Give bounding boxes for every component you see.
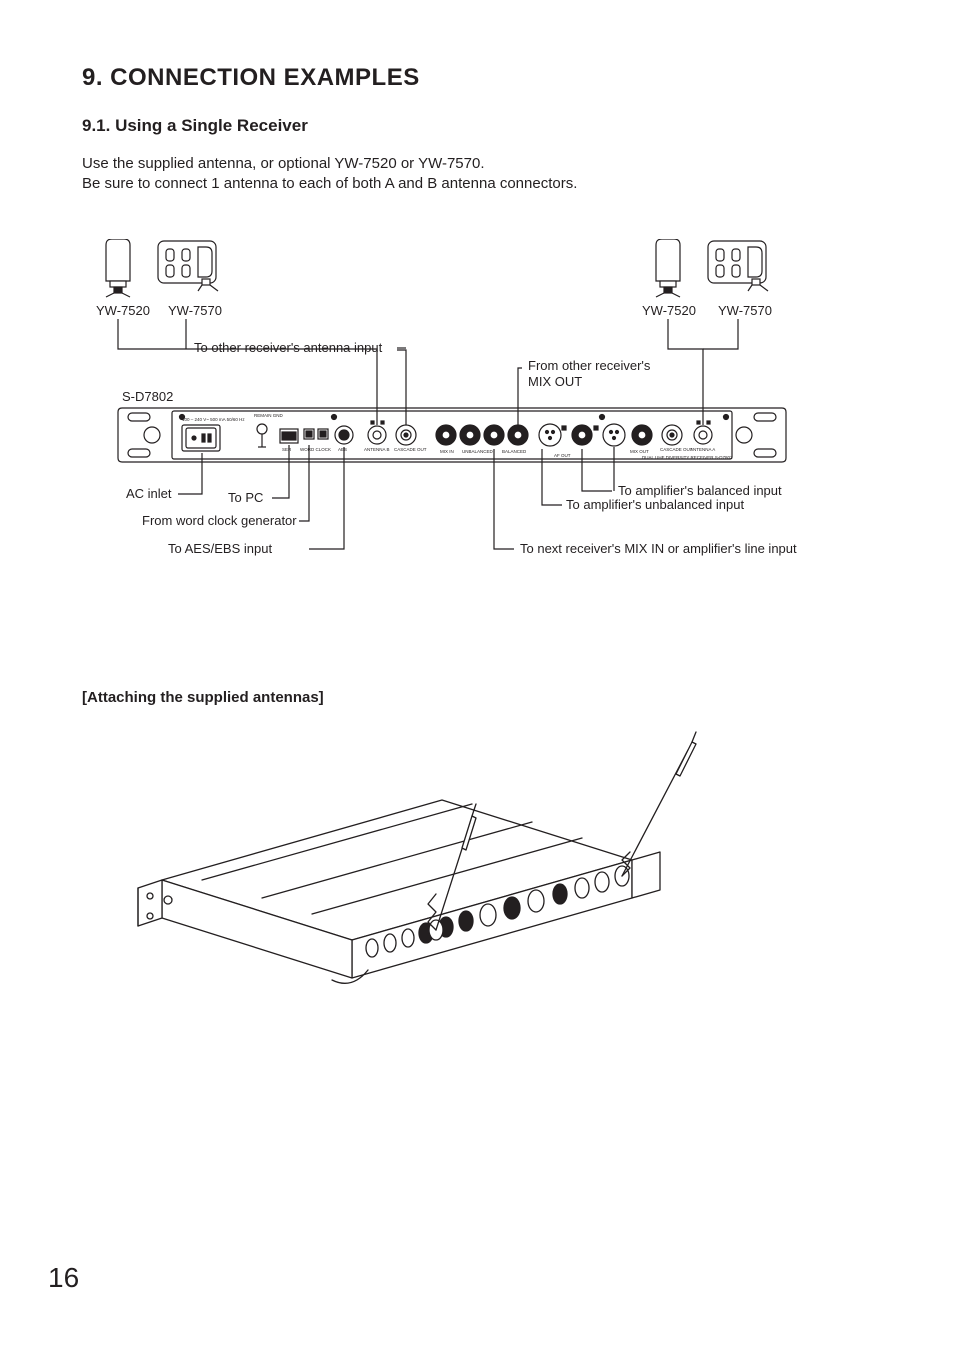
callout-to-pc: To PC	[228, 490, 263, 505]
intro-line-2: Be sure to connect 1 antenna to each of …	[82, 175, 577, 192]
callout-wordclock: From word clock generator	[142, 513, 297, 528]
callout-aes: To AES/EBS input	[168, 541, 272, 556]
callout-ac-inlet: AC inlet	[126, 486, 172, 501]
tiny-casb: CASCADE OUT	[394, 447, 427, 452]
page-number: 16	[48, 1262, 79, 1294]
attach-heading: [Attaching the supplied antennas]	[82, 689, 872, 706]
antenna-yw7570-right-icon	[708, 241, 768, 291]
tiny-mixin: MIX IN	[440, 449, 454, 454]
tiny-gnd: REMAIN GND	[254, 413, 284, 418]
tiny-mixout: MIX OUT	[630, 449, 649, 454]
antenna-yw7520-left-icon	[106, 239, 130, 297]
antenna-yw7520-right-icon	[656, 239, 680, 297]
page: 9. CONNECTION EXAMPLES 9.1. Using a Sing…	[0, 0, 954, 1350]
tiny-wc: WORD CLOCK	[300, 447, 331, 452]
callout-balanced: To amplifier's balanced input	[618, 483, 782, 498]
connection-diagram: YW-7520 YW-7570 YW-7520 YW-7570 To other…	[82, 239, 872, 579]
callout-mixin: To next receiver's MIX IN or amplifier's…	[520, 541, 797, 556]
subsection-heading: 9.1. Using a Single Receiver	[82, 116, 872, 136]
label-yw7570-right: YW-7570	[718, 303, 772, 318]
callout-from-mixout-l2: MIX OUT	[528, 374, 582, 389]
tiny-casa: CASCADE OUT	[660, 447, 693, 452]
callout-from-mixout-l1: From other receiver's	[528, 358, 651, 373]
label-yw7570-left: YW-7570	[168, 303, 222, 318]
label-device: S-D7802	[122, 389, 173, 404]
intro-line-1: Use the supplied antenna, or optional YW…	[82, 155, 485, 172]
intro-text: Use the supplied antenna, or optional YW…	[82, 154, 872, 195]
receiver-isometric-icon	[92, 730, 732, 990]
tiny-model: DUAL UHF DIVERSITY RECEIVER S-D7802	[642, 455, 733, 460]
tiny-anta: ANTENNA A	[690, 447, 715, 452]
tiny-power: 100 – 240 V~ 500 mA 50/60 Hz	[182, 417, 245, 422]
connection-diagram-svg: YW-7520 YW-7570 YW-7520 YW-7570 To other…	[82, 239, 872, 579]
section-heading: 9. CONNECTION EXAMPLES	[82, 64, 872, 92]
tiny-ser: SER	[282, 447, 292, 452]
label-yw7520-right: YW-7520	[642, 303, 696, 318]
tiny-afout: AF OUT	[554, 453, 571, 458]
tiny-aes: AES	[338, 447, 347, 452]
tiny-antb: ANTENNA B	[364, 447, 390, 452]
tiny-bal: BALANCED	[502, 449, 527, 454]
antenna-yw7570-left-icon	[158, 241, 218, 291]
tiny-unbal: UNBALANCED	[462, 449, 494, 454]
label-yw7520-left: YW-7520	[96, 303, 150, 318]
callout-to-other-antenna: To other receiver's antenna input	[194, 340, 383, 355]
callout-unbalanced: To amplifier's unbalanced input	[566, 497, 744, 512]
